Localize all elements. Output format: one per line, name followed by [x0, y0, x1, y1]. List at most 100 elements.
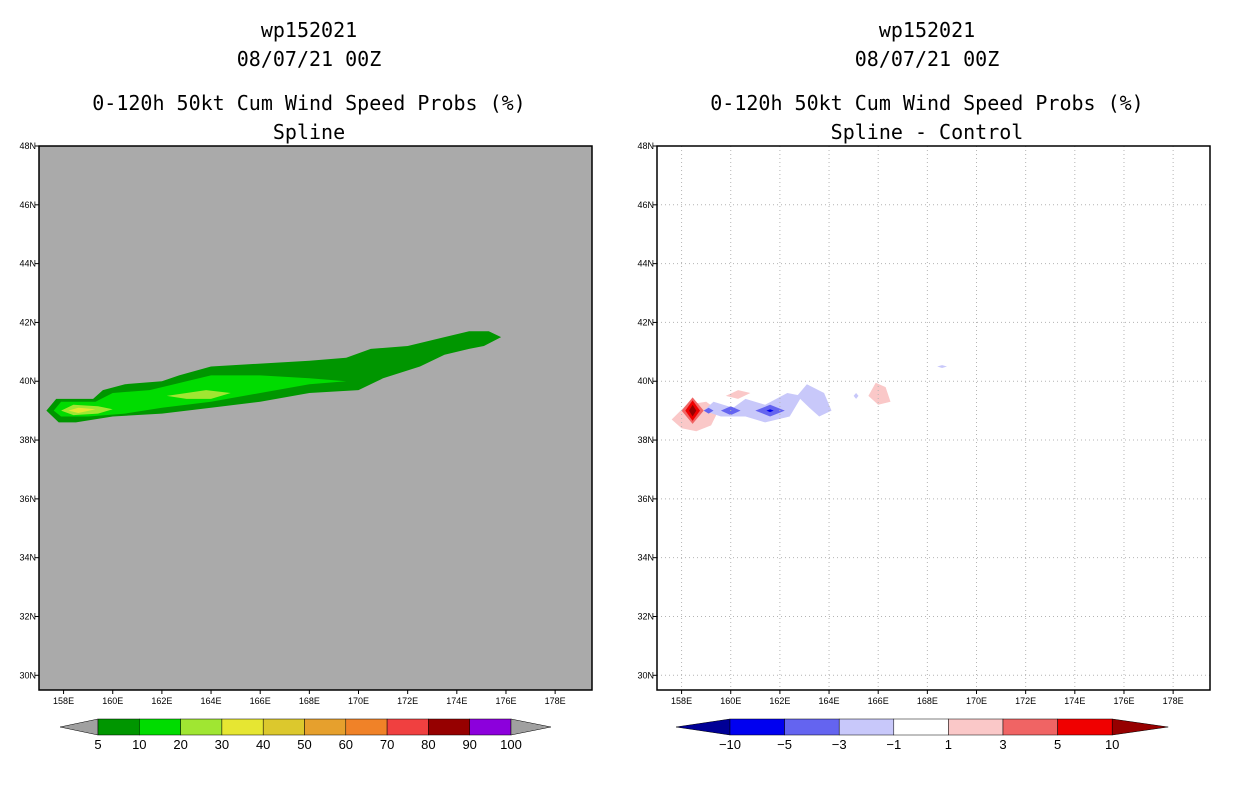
colorbar-swatch-9	[469, 718, 512, 736]
left-title-method: Spline	[272, 120, 346, 144]
x-tick-label-172E: 172E	[397, 696, 418, 706]
x-tick-label-164E: 164E	[201, 696, 222, 706]
plot-background	[657, 146, 1210, 690]
colorbar-swatch-3	[221, 718, 264, 736]
x-tick-label-158E: 158E	[671, 696, 692, 706]
colorbar-swatch-0	[97, 718, 140, 736]
colorbar-label-80: 80	[421, 737, 435, 752]
colorbar-swatch-3	[893, 718, 949, 736]
x-tick-label-176E: 176E	[1113, 696, 1134, 706]
colorbar-label-3: 3	[999, 737, 1006, 752]
colorbar-label-neg5: −5	[777, 737, 792, 752]
y-tick-label-46N: 46N	[19, 200, 36, 210]
x-tick-label-166E: 166E	[250, 696, 271, 706]
y-tick-label-34N: 34N	[19, 553, 36, 563]
colorbar-swatch-6	[1057, 718, 1113, 736]
right-map-chart: 158E 160E 162E 164E 166E 168E 170E 172E 174E 176E…	[637, 141, 1211, 752]
plot-background	[39, 146, 592, 690]
x-tick-label-164E: 164E	[819, 696, 840, 706]
contour--3-to-5-12	[703, 407, 714, 414]
left-title-date: 08/07/21 00Z	[236, 47, 382, 71]
x-tick-label-168E: 168E	[917, 696, 938, 706]
contour--10-5	[689, 404, 697, 417]
plot-frame	[656, 145, 1211, 691]
y-tick-label-36N: 36N	[19, 494, 36, 504]
x-tick-label-174E: 174E	[446, 696, 467, 706]
colorbar-label-40: 40	[256, 737, 270, 752]
colorbar-low-arrow	[675, 718, 731, 736]
colorbar-label-10: 10	[132, 737, 146, 752]
colorbar-label-100: 100	[500, 737, 522, 752]
plot-frame	[38, 145, 593, 691]
y-tick-label-30N: 30N	[637, 670, 654, 680]
y-tick-label-48N: 48N	[637, 141, 654, 151]
y-tick-label-38N: 38N	[637, 435, 654, 445]
contour-20-30-3	[166, 390, 231, 399]
y-tick-label-40N: 40N	[637, 376, 654, 386]
y-tick-label-48N: 48N	[19, 141, 36, 151]
y-tick-label-46N: 46N	[637, 200, 654, 210]
contour--1-to-3-9	[937, 365, 947, 368]
contour-1-to-3-1	[725, 390, 751, 399]
colorbar-label-50: 50	[297, 737, 311, 752]
x-tick-label-174E: 174E	[1064, 696, 1085, 706]
y-tick-label-42N: 42N	[637, 317, 654, 327]
colorbar-swatch-5	[304, 718, 347, 736]
contour--1-to-3-7	[797, 384, 832, 417]
x-tick-label-160E: 160E	[720, 696, 741, 706]
colorbar-swatch-0	[729, 718, 785, 736]
colorbar-label-10: 10	[1105, 737, 1119, 752]
y-tick-label-34N: 34N	[637, 553, 654, 563]
colorbar-label-neg3: −3	[832, 737, 847, 752]
x-tick-label-162E: 162E	[151, 696, 172, 706]
x-tick-label-168E: 168E	[299, 696, 320, 706]
contour-1-to-3-2	[868, 382, 891, 405]
contour--1-to-3-8	[853, 393, 859, 399]
right-panel: wp152021 08/07/21 00Z 0-120h 50kt Cum Wi…	[618, 0, 1236, 800]
x-tick-label-166E: 166E	[868, 696, 889, 706]
right-title-storm-id: wp152021	[878, 18, 976, 42]
colorbar-swatch-6	[345, 718, 388, 736]
y-tick-label-40N: 40N	[19, 376, 36, 386]
contour-30-40-4	[68, 407, 96, 413]
x-tick-label-178E: 178E	[545, 696, 566, 706]
colorbar-label-20: 20	[173, 737, 187, 752]
right-title-date: 08/07/21 00Z	[854, 47, 1000, 71]
colorbar-label-30: 30	[215, 737, 229, 752]
colorbar-label-70: 70	[380, 737, 394, 752]
y-tick-label-38N: 38N	[19, 435, 36, 445]
right-title-product: 0-120h 50kt Cum Wind Speed Probs (%)	[710, 91, 1144, 115]
y-tick-label-44N: 44N	[19, 259, 36, 269]
left-panel: wp152021 08/07/21 00Z 0-120h 50kt Cum Wi…	[19, 18, 593, 752]
colorbar-high-arrow	[1111, 718, 1169, 736]
colorbar-label-5: 5	[94, 737, 101, 752]
colorbar-swatch-2	[180, 718, 223, 736]
colorbar-swatch-2	[838, 718, 895, 736]
y-tick-label-32N: 32N	[19, 611, 36, 621]
colorbar-label-5: 5	[1054, 737, 1061, 752]
colorbar-label-60: 60	[339, 737, 353, 752]
colorbar-swatch-1	[784, 718, 840, 736]
contour--5-to-10-13	[766, 409, 774, 413]
x-tick-label-178E: 178E	[1163, 696, 1184, 706]
y-tick-label-42N: 42N	[19, 317, 36, 327]
colorbar-swatch-4	[262, 718, 305, 736]
colorbar-high-arrow	[510, 718, 552, 736]
x-tick-label-158E: 158E	[53, 696, 74, 706]
colorbar-swatch-5	[1002, 718, 1058, 736]
colorbar-swatch-8	[428, 718, 470, 736]
colorbar-swatch-4	[948, 718, 1004, 736]
left-title-storm-id: wp152021	[260, 18, 358, 42]
left-map-chart: 158E 160E 162E 164E 166E 168E 170E 172E 174E 176E…	[19, 141, 593, 752]
colorbar-swatch-1	[139, 718, 181, 736]
x-tick-label-172E: 172E	[1015, 696, 1036, 706]
x-tick-label-170E: 170E	[966, 696, 987, 706]
colorbar-swatch-7	[386, 718, 429, 736]
x-tick-label-170E: 170E	[348, 696, 369, 706]
colorbar-low-arrow	[59, 718, 99, 736]
colorbar-label-1: 1	[945, 737, 952, 752]
colorbar-label-90: 90	[462, 737, 476, 752]
y-tick-label-44N: 44N	[637, 259, 654, 269]
y-tick-label-36N: 36N	[637, 494, 654, 504]
colorbar-label-neg10: −10	[719, 737, 741, 752]
